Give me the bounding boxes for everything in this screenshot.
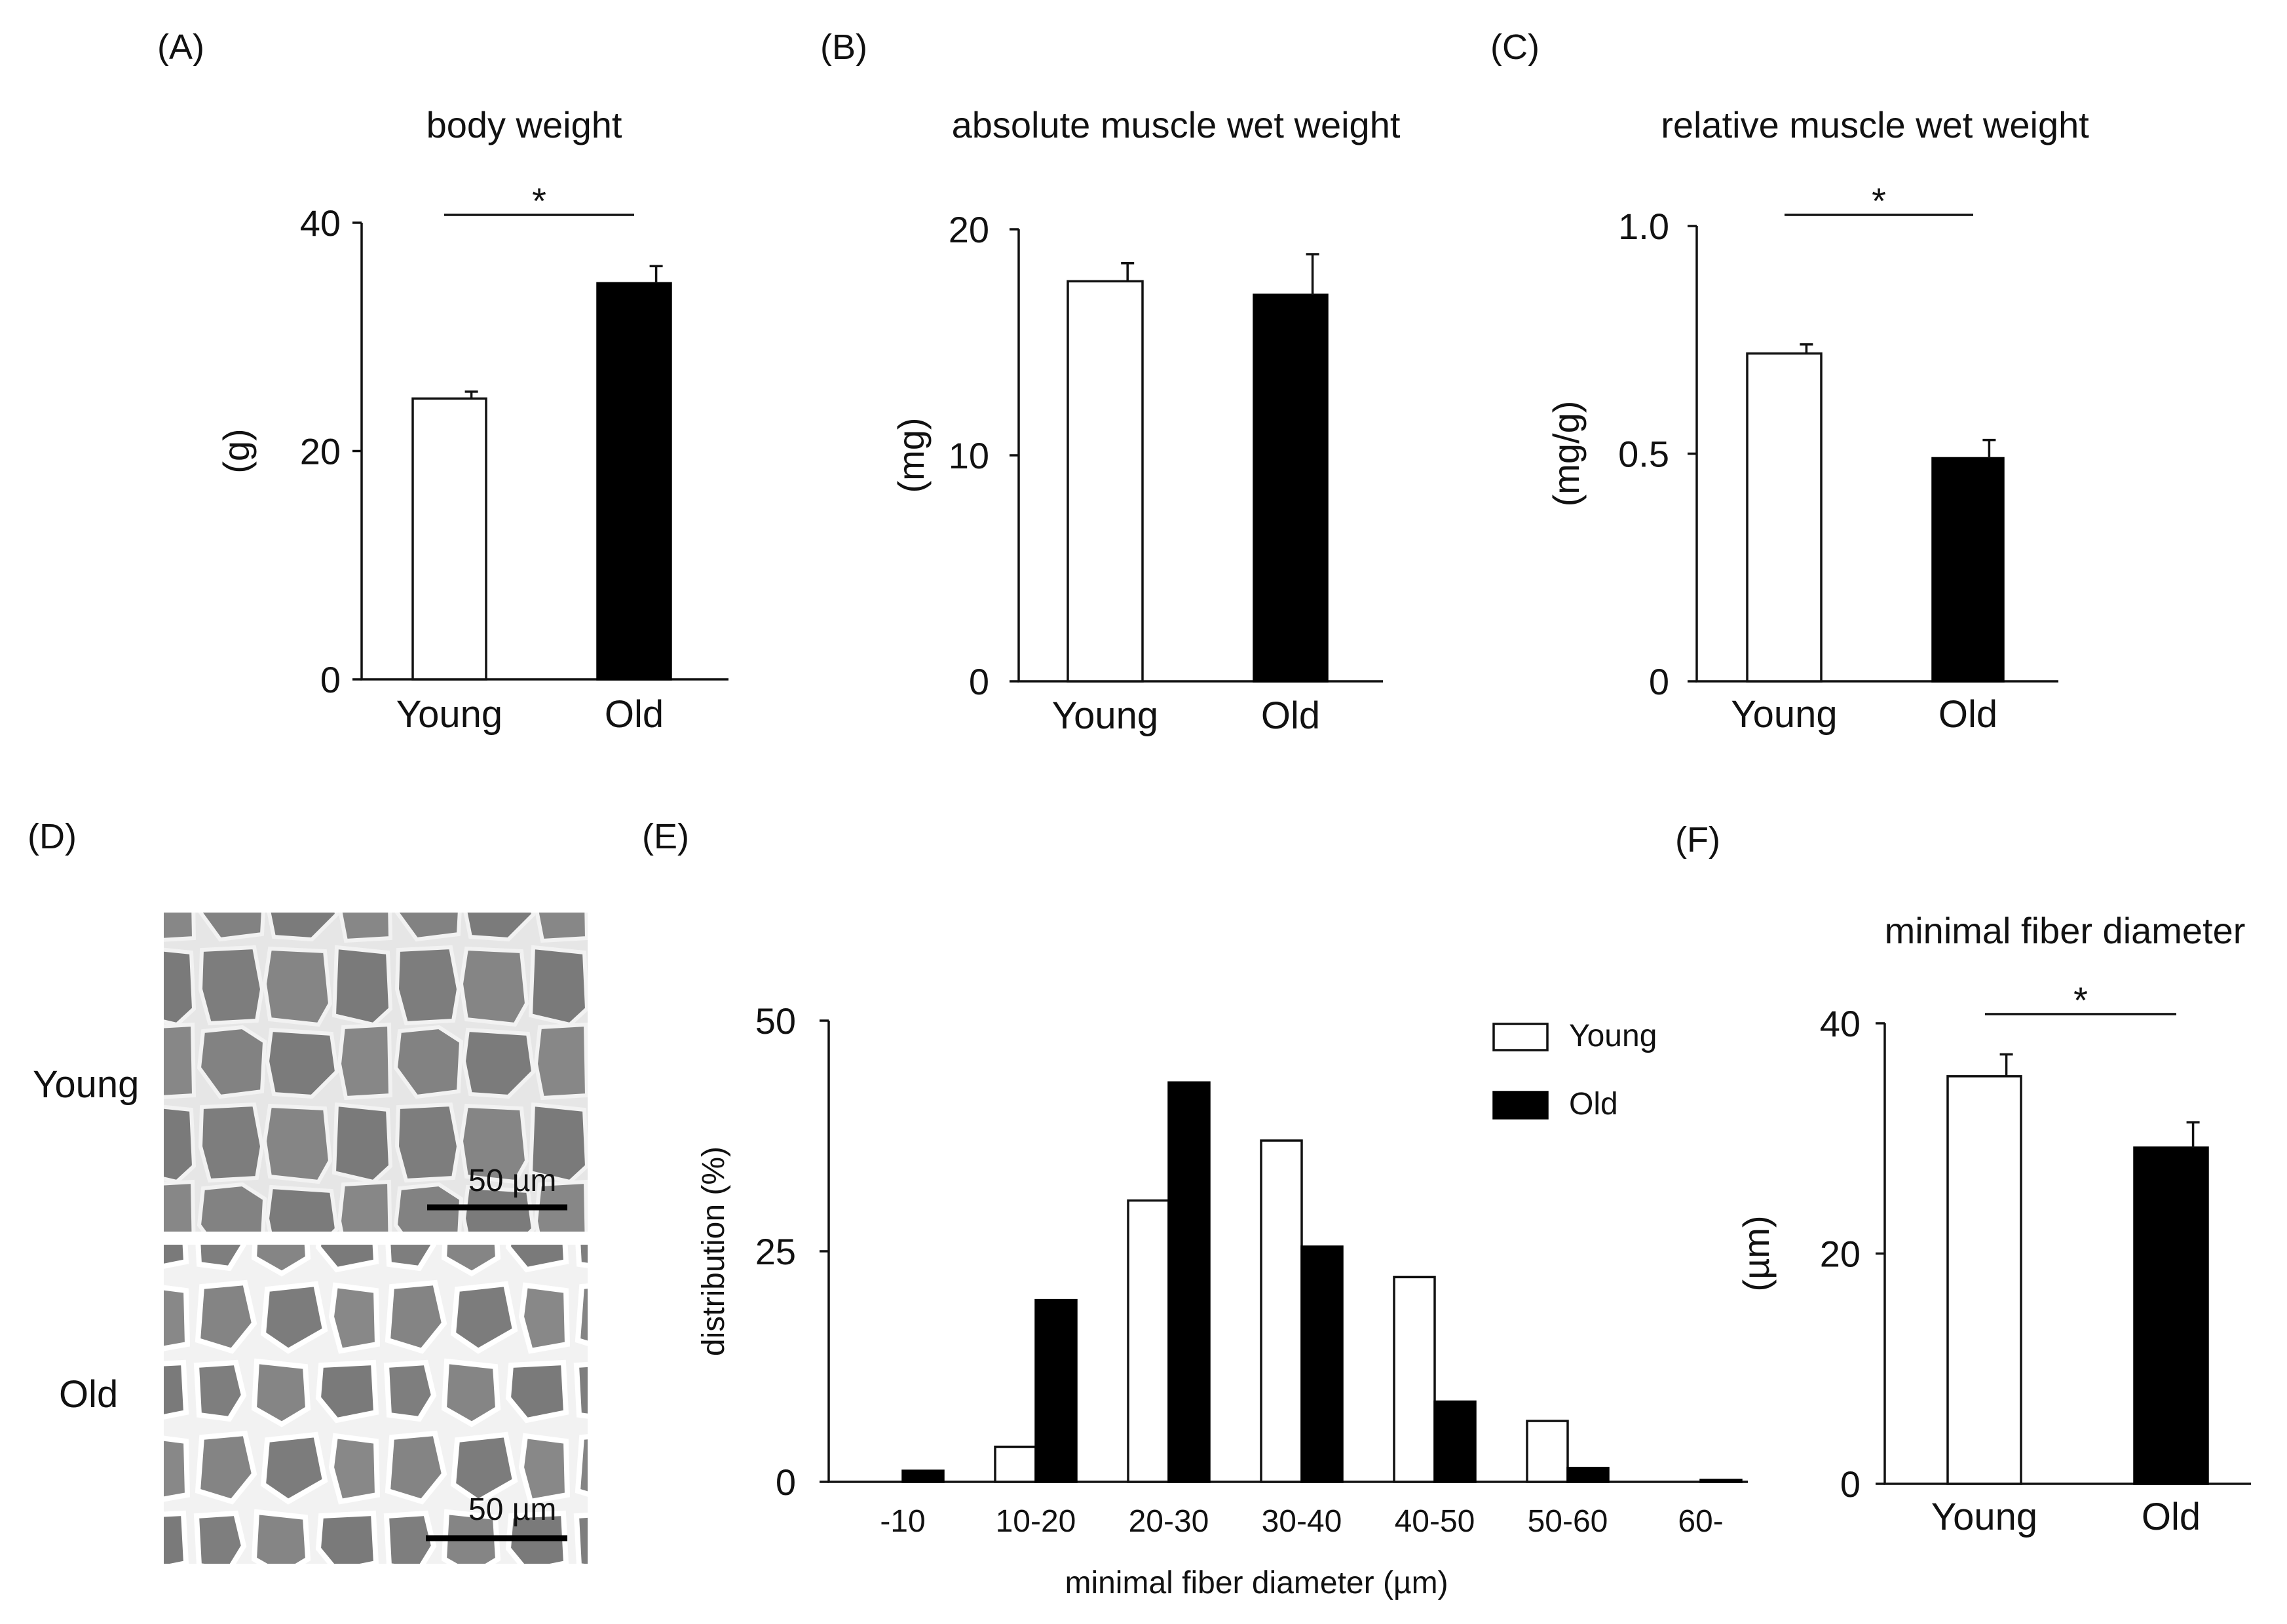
panel-letter-b: (B) bbox=[820, 28, 867, 67]
chart-absolute-muscle-wet-weight: absolute muscle wet weight 0 10 20 (mg) Young… bbox=[890, 104, 1401, 737]
bar-old bbox=[1699, 1479, 1743, 1483]
x-category-label: Old bbox=[1938, 693, 1997, 736]
bar-old bbox=[1034, 1298, 1078, 1483]
x-category-label: Old bbox=[605, 693, 664, 736]
y-tick-label: 0 bbox=[1840, 1463, 1861, 1505]
x-category-label: 10-20 bbox=[996, 1504, 1076, 1539]
micrograph-label-old: Old bbox=[59, 1373, 118, 1416]
x-axis-label: minimal fiber diameter (µm) bbox=[1065, 1566, 1448, 1600]
x-category-label: -10 bbox=[880, 1504, 925, 1539]
y-axis-label: (µm) bbox=[1735, 1215, 1777, 1291]
panel-letter-c: (C) bbox=[1490, 28, 1540, 67]
panel-letter-a: (A) bbox=[157, 28, 204, 67]
bar-old bbox=[1931, 457, 2005, 683]
y-tick-label: 25 bbox=[755, 1231, 796, 1272]
y-tick-label: 0 bbox=[776, 1462, 796, 1503]
significance-marker: * bbox=[532, 180, 546, 221]
bar-old bbox=[901, 1469, 945, 1483]
bar-old bbox=[1167, 1081, 1211, 1483]
chart-title: relative muscle wet weight bbox=[1661, 104, 2089, 145]
x-category-label: Young bbox=[396, 693, 502, 736]
legend-label-old: Old bbox=[1569, 1087, 1618, 1122]
scale-bar-label-old: 50 µm bbox=[468, 1492, 556, 1527]
y-tick-label: 0 bbox=[1649, 661, 1669, 702]
y-tick-label: 20 bbox=[949, 209, 989, 250]
micrograph-old bbox=[164, 1245, 588, 1564]
y-tick-label: 0 bbox=[969, 661, 989, 702]
bar-young bbox=[1260, 1139, 1303, 1483]
x-category-label: Old bbox=[1261, 694, 1320, 737]
x-category-label: 60- bbox=[1678, 1504, 1723, 1539]
bar-old bbox=[596, 282, 672, 681]
y-tick-label: 50 bbox=[755, 1000, 796, 1042]
bar-old bbox=[1300, 1245, 1344, 1483]
scale-bar-label-young: 50 µm bbox=[468, 1163, 556, 1198]
chart-body-weight: body weight 0 20 40 (g) Young Old * bbox=[216, 104, 728, 736]
chart-title: body weight bbox=[426, 104, 622, 145]
significance-marker: * bbox=[2073, 979, 2088, 1021]
y-tick-label: 10 bbox=[949, 435, 989, 476]
y-axis-label: (mg) bbox=[890, 417, 932, 493]
legend-swatch-old bbox=[1492, 1091, 1549, 1120]
chart-minimal-fiber-diameter: minimal fiber diameter 0 20 40 (µm) Young Old * bbox=[1735, 910, 2251, 1538]
micrograph-label-young: Young bbox=[33, 1063, 139, 1106]
bar-young bbox=[1393, 1275, 1436, 1483]
bar-young bbox=[1067, 280, 1144, 683]
chart-fiber-diameter-distribution: 0 25 50 distribution (%) -10 10-20 20-30 30-40 4… bbox=[696, 1000, 1748, 1600]
chart-title: absolute muscle wet weight bbox=[952, 104, 1401, 145]
x-category-label: 20-30 bbox=[1129, 1504, 1209, 1539]
y-tick-label: 1.0 bbox=[1618, 206, 1669, 247]
bar-young bbox=[1946, 1075, 2022, 1485]
legend-label-young: Young bbox=[1569, 1019, 1657, 1053]
bar-young bbox=[411, 397, 487, 681]
x-category-label: Young bbox=[1731, 693, 1837, 736]
significance-marker: * bbox=[1872, 180, 1886, 221]
chart-title: minimal fiber diameter bbox=[1885, 910, 2246, 951]
bar-old bbox=[2133, 1146, 2209, 1485]
x-category-label: Old bbox=[2142, 1496, 2201, 1538]
x-category-label: Young bbox=[1052, 694, 1158, 737]
x-category-label: 50-60 bbox=[1528, 1504, 1608, 1539]
chart-relative-muscle-wet-weight: relative muscle wet weight 0 0.5 1.0 (mg/g) Y… bbox=[1545, 104, 2089, 736]
legend-swatch-young bbox=[1492, 1023, 1549, 1051]
bar-old bbox=[1253, 293, 1329, 683]
y-tick-label: 20 bbox=[1820, 1234, 1861, 1275]
bar-old bbox=[1566, 1467, 1610, 1483]
x-category-label: 40-50 bbox=[1395, 1504, 1475, 1539]
y-axis-label: distribution (%) bbox=[696, 1146, 731, 1356]
y-axis-label: (mg/g) bbox=[1545, 401, 1587, 507]
x-category-label: 30-40 bbox=[1262, 1504, 1342, 1539]
bar-young bbox=[1746, 352, 1823, 683]
y-tick-label: 40 bbox=[300, 202, 341, 244]
micrograph-panel: Young Old 50 µm 50 µm bbox=[33, 913, 588, 1564]
y-tick-label: 20 bbox=[300, 431, 341, 472]
x-category-label: Young bbox=[1931, 1496, 2037, 1538]
y-tick-label: 0.5 bbox=[1618, 434, 1669, 475]
bar-young bbox=[1127, 1199, 1170, 1483]
panel-letter-e: (E) bbox=[642, 817, 689, 856]
panel-letter-d: (D) bbox=[28, 817, 77, 856]
panel-letter-f: (F) bbox=[1675, 820, 1720, 859]
bar-old bbox=[1433, 1400, 1477, 1483]
y-axis-label: (g) bbox=[216, 428, 257, 473]
y-tick-label: 0 bbox=[320, 659, 341, 700]
bar-young bbox=[1526, 1420, 1569, 1483]
bar-young bbox=[994, 1445, 1037, 1483]
y-tick-label: 40 bbox=[1820, 1003, 1861, 1044]
micrograph-young bbox=[164, 913, 588, 1232]
